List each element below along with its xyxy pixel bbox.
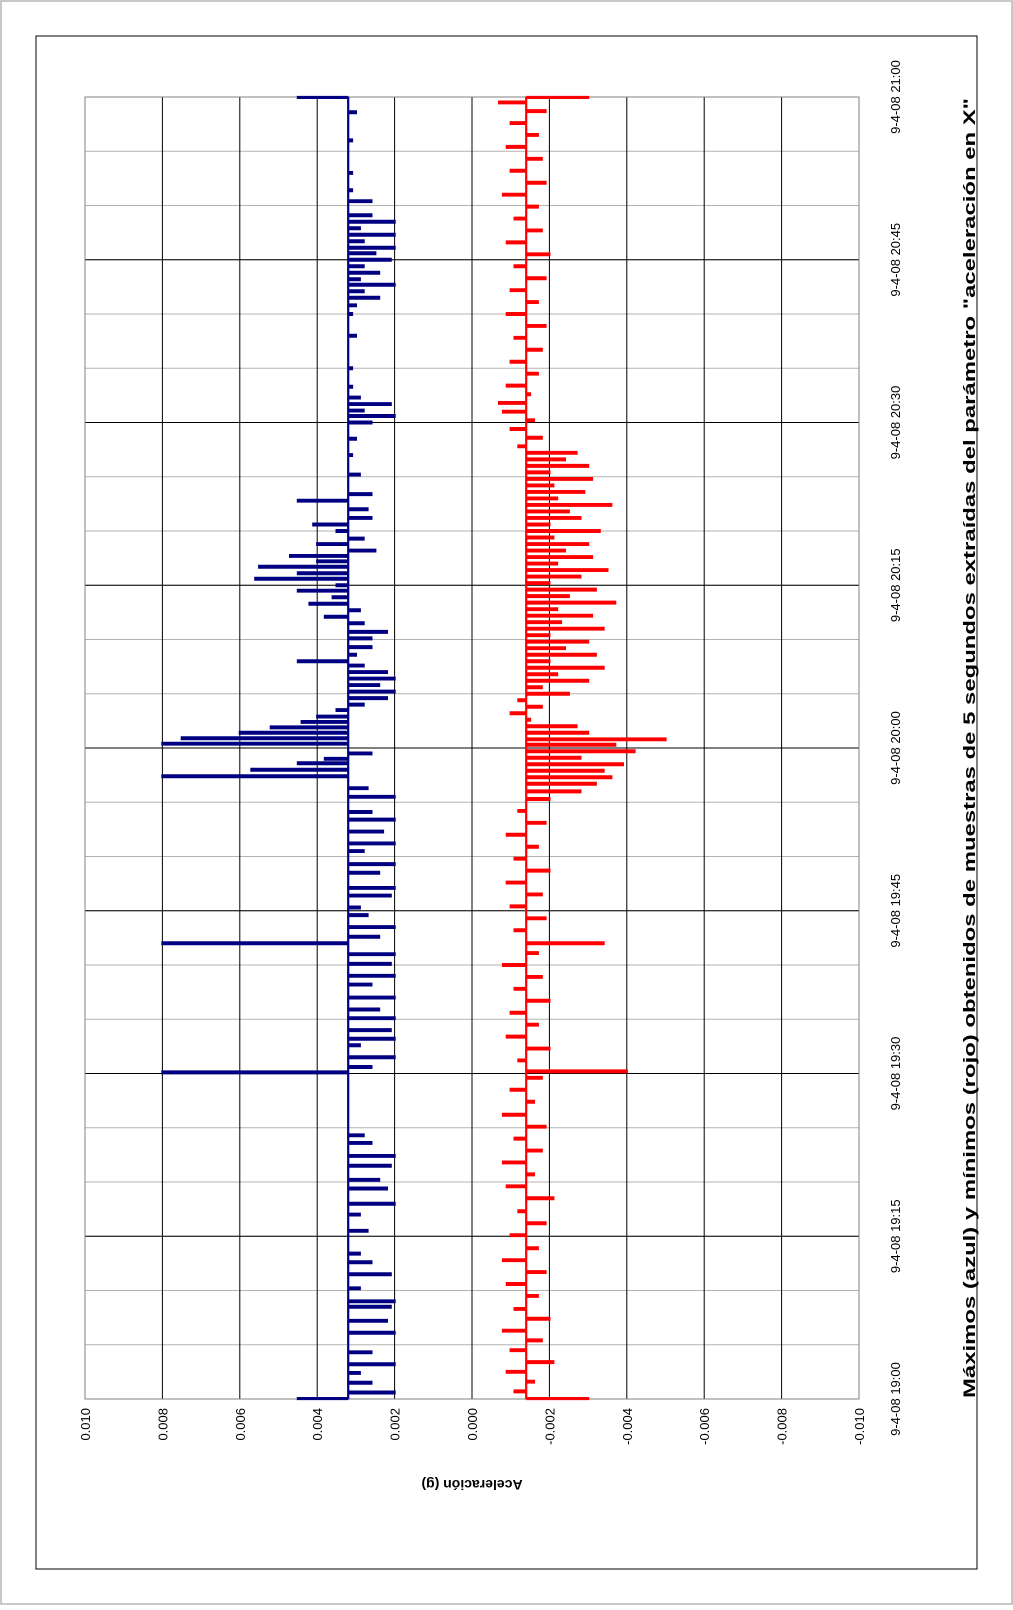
series-line-min: [498, 95, 667, 1401]
x-tick-label: 9-4-08 21:00: [888, 60, 903, 134]
plot-area-border: [84, 96, 860, 1400]
y-tick-label: -0.004: [620, 1408, 635, 1445]
x-tick-label: 9-4-08 19:15: [888, 1199, 903, 1273]
series-line-max: [161, 95, 396, 1401]
series-layer: [161, 95, 667, 1401]
x-tick-label: 9-4-08 20:30: [888, 386, 903, 460]
y-tick-label: 0.010: [78, 1408, 93, 1441]
y-tick-label: -0.006: [697, 1408, 712, 1445]
y-axis-label: Aceleración (g): [421, 1477, 522, 1493]
x-tick-label: 9-4-08 20:45: [888, 223, 903, 297]
y-tick-labels: 0.010 0.008 0.006 0.004 0.002 0.000 -0.002 -0.0…: [78, 1408, 867, 1445]
y-tick-label: 0.002: [388, 1408, 403, 1441]
y-tick-label: 0.008: [155, 1408, 170, 1441]
x-tick-label: 9-4-08 19:45: [888, 874, 903, 948]
x-tick-label: 9-4-08 19:00: [888, 1362, 903, 1436]
y-tick-label: -0.008: [775, 1408, 790, 1445]
x-tick-label: 9-4-08 20:15: [888, 548, 903, 622]
chart-title: Máximos (azul) y mínimos (rojo) obtenido…: [961, 98, 979, 1398]
y-tick-label: 0.004: [310, 1408, 325, 1441]
y-tick-label: 0.000: [465, 1408, 480, 1441]
y-tick-label: -0.002: [542, 1408, 557, 1445]
y-tick-label: 0.006: [233, 1408, 248, 1441]
x-tick-label: 9-4-08 19:30: [888, 1037, 903, 1111]
x-tick-label: 9-4-08 20:00: [888, 711, 903, 785]
y-tick-label: -0.010: [852, 1408, 867, 1445]
x-tick-labels: 9-4-08 19:00 9-4-08 19:15 9-4-08 19:30 9-4-…: [888, 60, 903, 1436]
